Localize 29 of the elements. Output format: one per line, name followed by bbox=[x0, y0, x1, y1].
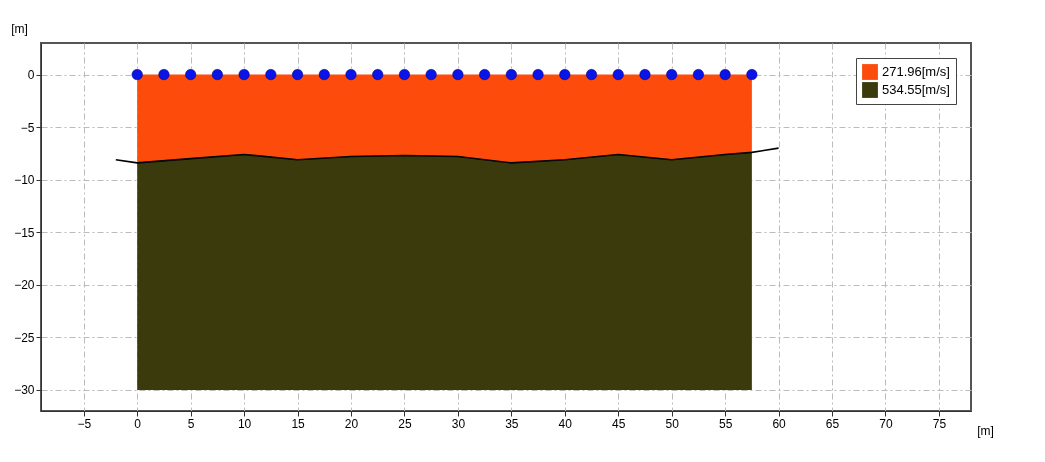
x-tick-label: 60 bbox=[772, 416, 787, 431]
line-series bbox=[115, 147, 780, 164]
x-tick-label: 5 bbox=[187, 416, 195, 431]
y-tick-label: −15 bbox=[14, 225, 35, 240]
y-tick-label: −10 bbox=[14, 173, 35, 188]
x-tick-label: 55 bbox=[718, 416, 733, 431]
legend-label: 534.55[m/s] bbox=[882, 82, 950, 97]
y-tick-label: 0 bbox=[27, 68, 35, 83]
y-tick-label: −25 bbox=[14, 330, 35, 345]
x-tick-label: 10 bbox=[237, 416, 252, 431]
y-tick-label: −30 bbox=[14, 383, 35, 398]
y-tick-label: −20 bbox=[14, 278, 35, 293]
x-tick-label: 75 bbox=[932, 416, 947, 431]
y-tick-label: −5 bbox=[20, 120, 35, 135]
x-axis-title: [m] bbox=[977, 423, 994, 438]
x-tick-label: 0 bbox=[134, 416, 142, 431]
x-tick-label: 30 bbox=[451, 416, 466, 431]
x-tick-label: 15 bbox=[291, 416, 306, 431]
x-tick-label: 25 bbox=[398, 416, 412, 431]
y-axis-title: [m] bbox=[11, 21, 28, 36]
x-tick-label: 65 bbox=[825, 416, 840, 431]
legend-label: 271.96[m/s] bbox=[882, 64, 950, 79]
x-tick-label: 40 bbox=[558, 416, 573, 431]
x-tick-label: 45 bbox=[612, 416, 626, 431]
x-tick-label: 35 bbox=[505, 416, 519, 431]
x-tick-label: 20 bbox=[344, 416, 359, 431]
x-tick-label: 50 bbox=[665, 416, 680, 431]
x-tick-label: −5 bbox=[77, 416, 92, 431]
x-tick-label: 70 bbox=[879, 416, 893, 431]
